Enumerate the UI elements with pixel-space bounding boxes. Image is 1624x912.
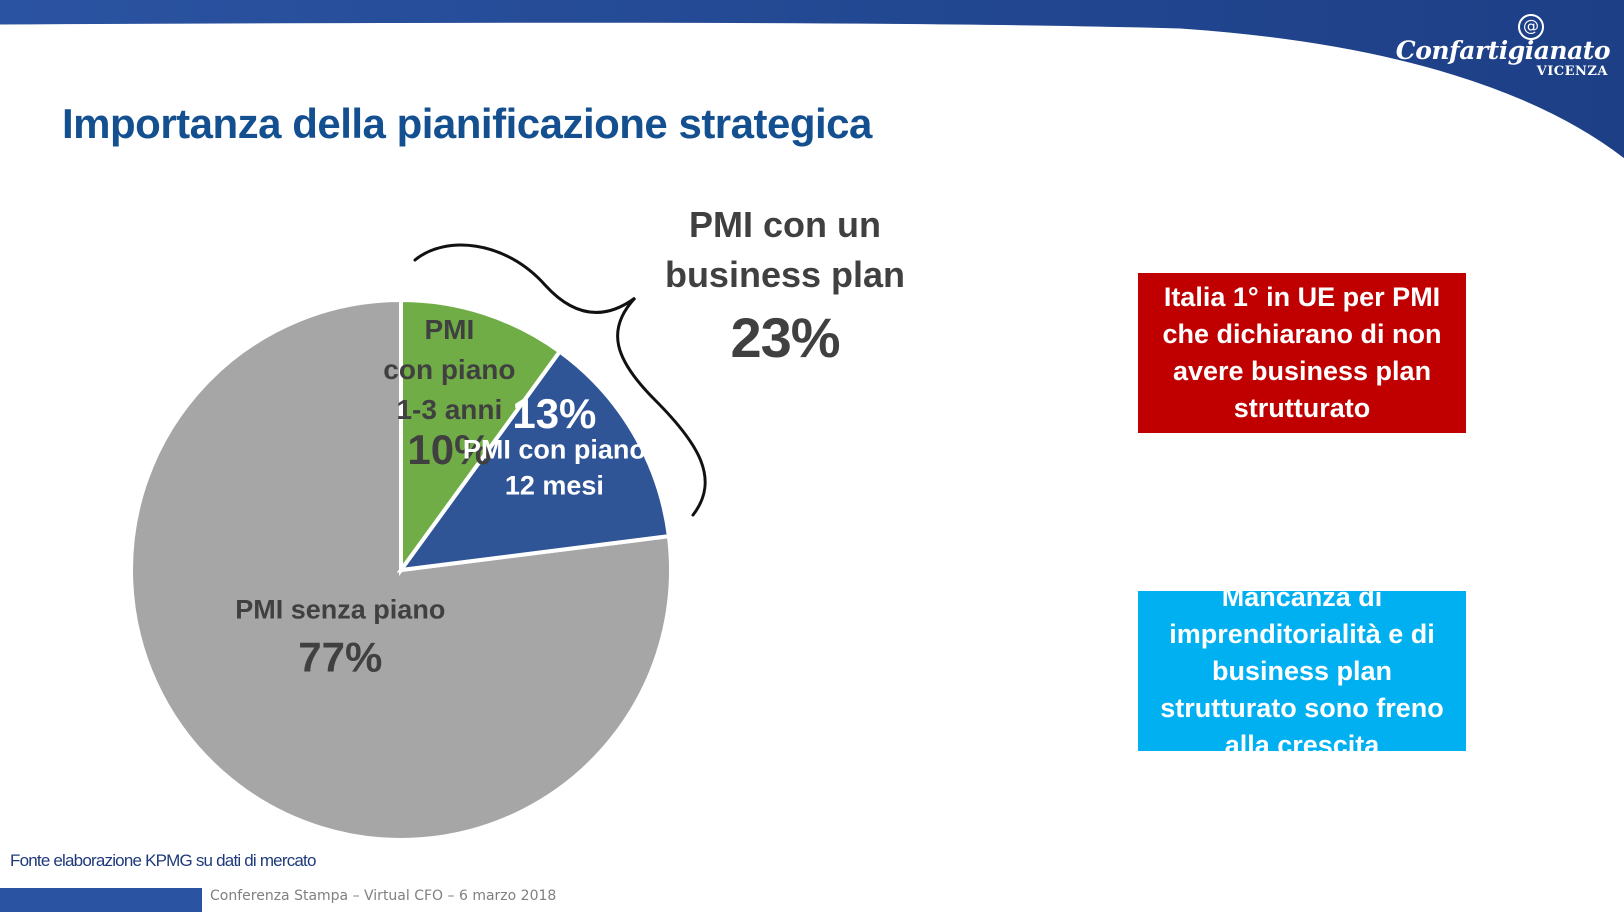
blue-info-box: Mancanza di imprenditorialità e di busin… (1138, 582, 1466, 760)
pie-slice (396, 348, 672, 573)
callout-value: 23% (730, 306, 840, 369)
slice-value-label: 10% (407, 426, 491, 473)
slice-value-label: 13% (512, 390, 596, 437)
brace-icon (413, 243, 707, 517)
brand-logo: @ Confartigianato VICENZA (1396, 12, 1611, 82)
source-note: Fonte elaborazione KPMG su dati di merca… (10, 851, 316, 870)
at-symbol-icon: @ (1518, 14, 1544, 40)
slice-value-label: 77% (298, 634, 382, 681)
slice-label: 1-3 anni (396, 394, 502, 425)
footer-bar (0, 888, 202, 912)
logo-city: VICENZA (1536, 64, 1608, 79)
logo-name: Confartigianato (1395, 36, 1611, 65)
blue-info-text: Mancanza di imprenditorialità e di busin… (1160, 581, 1444, 760)
red-info-text: Italia 1° in UE per PMI che dichiarano d… (1162, 282, 1442, 423)
red-info-box: Italia 1° in UE per PMI che dichiarano d… (1138, 273, 1466, 433)
slice-label: 12 mesi (505, 471, 604, 501)
header-swoosh (0, 0, 1624, 162)
footer-text: Conferenza Stampa – Virtual CFO – 6 marz… (210, 888, 557, 904)
slice-label: PMI con piano (463, 435, 646, 465)
pie-slice (399, 297, 563, 577)
page-title: Importanza della pianificazione strategi… (62, 100, 872, 147)
slice-label: PMI (425, 314, 475, 345)
slice-label: con piano (383, 354, 515, 385)
callout-title: PMI con un business plan (664, 204, 906, 295)
slice-label: PMI senza piano (235, 594, 445, 624)
